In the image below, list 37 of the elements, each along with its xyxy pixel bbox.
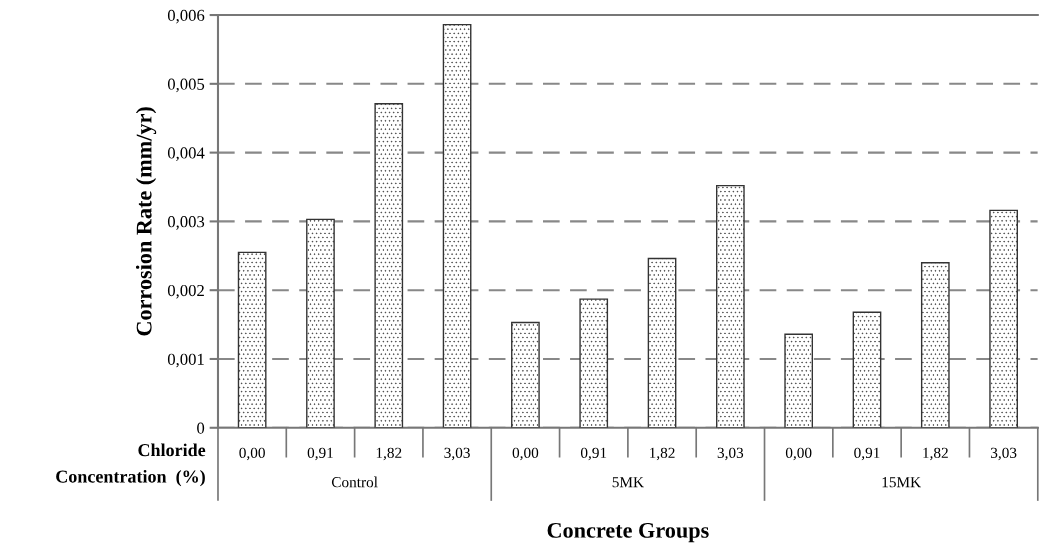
text: 5MK	[612, 477, 644, 488]
bar	[306, 218, 335, 428]
x-tick-label: 1,82	[376, 447, 402, 461]
bar	[920, 261, 950, 428]
y-tick-label: 0,006	[167, 9, 205, 24]
text: 15MK	[882, 477, 921, 488]
bar	[237, 251, 267, 428]
bar	[852, 311, 882, 428]
x-tick-label: 0,91	[307, 447, 333, 461]
bar	[716, 184, 745, 428]
text: Control	[331, 476, 378, 488]
x-tick-label: 1,82	[923, 447, 948, 461]
bar	[442, 23, 472, 428]
x-tick-label: 0,91	[580, 447, 607, 461]
bar	[989, 209, 1018, 428]
x-tick-label: 3,03	[990, 447, 1017, 461]
y-tick-label: 0,005	[167, 78, 205, 93]
x-tick-label: 0,00	[512, 447, 539, 461]
bar	[647, 257, 677, 428]
x-tick-label: 3,03	[717, 447, 744, 461]
y-tick-label: 0,003	[167, 216, 205, 230]
y-tick-label: 0,001	[167, 353, 204, 368]
x-tick-label: 3,03	[444, 447, 470, 461]
bar	[374, 103, 404, 428]
bar	[579, 298, 609, 428]
y-tick-label: 0	[197, 422, 205, 434]
x-tick-label: 0,00	[239, 447, 265, 461]
x-axis-title: Concrete Groups	[547, 522, 709, 543]
x-tick-label: 0,91	[854, 447, 880, 461]
y-tick-label: 0,004	[167, 147, 205, 161]
y-axis-title: Corrosion Rate (mm/yr)	[135, 107, 157, 336]
bar	[784, 333, 814, 428]
y-tick-label: 0,002	[167, 284, 204, 299]
x-tick-label: 1,82	[650, 447, 675, 461]
text: Chloride Concentration (%)	[56, 443, 206, 487]
bar	[511, 321, 540, 428]
x-tick-label: 0,00	[785, 447, 812, 461]
